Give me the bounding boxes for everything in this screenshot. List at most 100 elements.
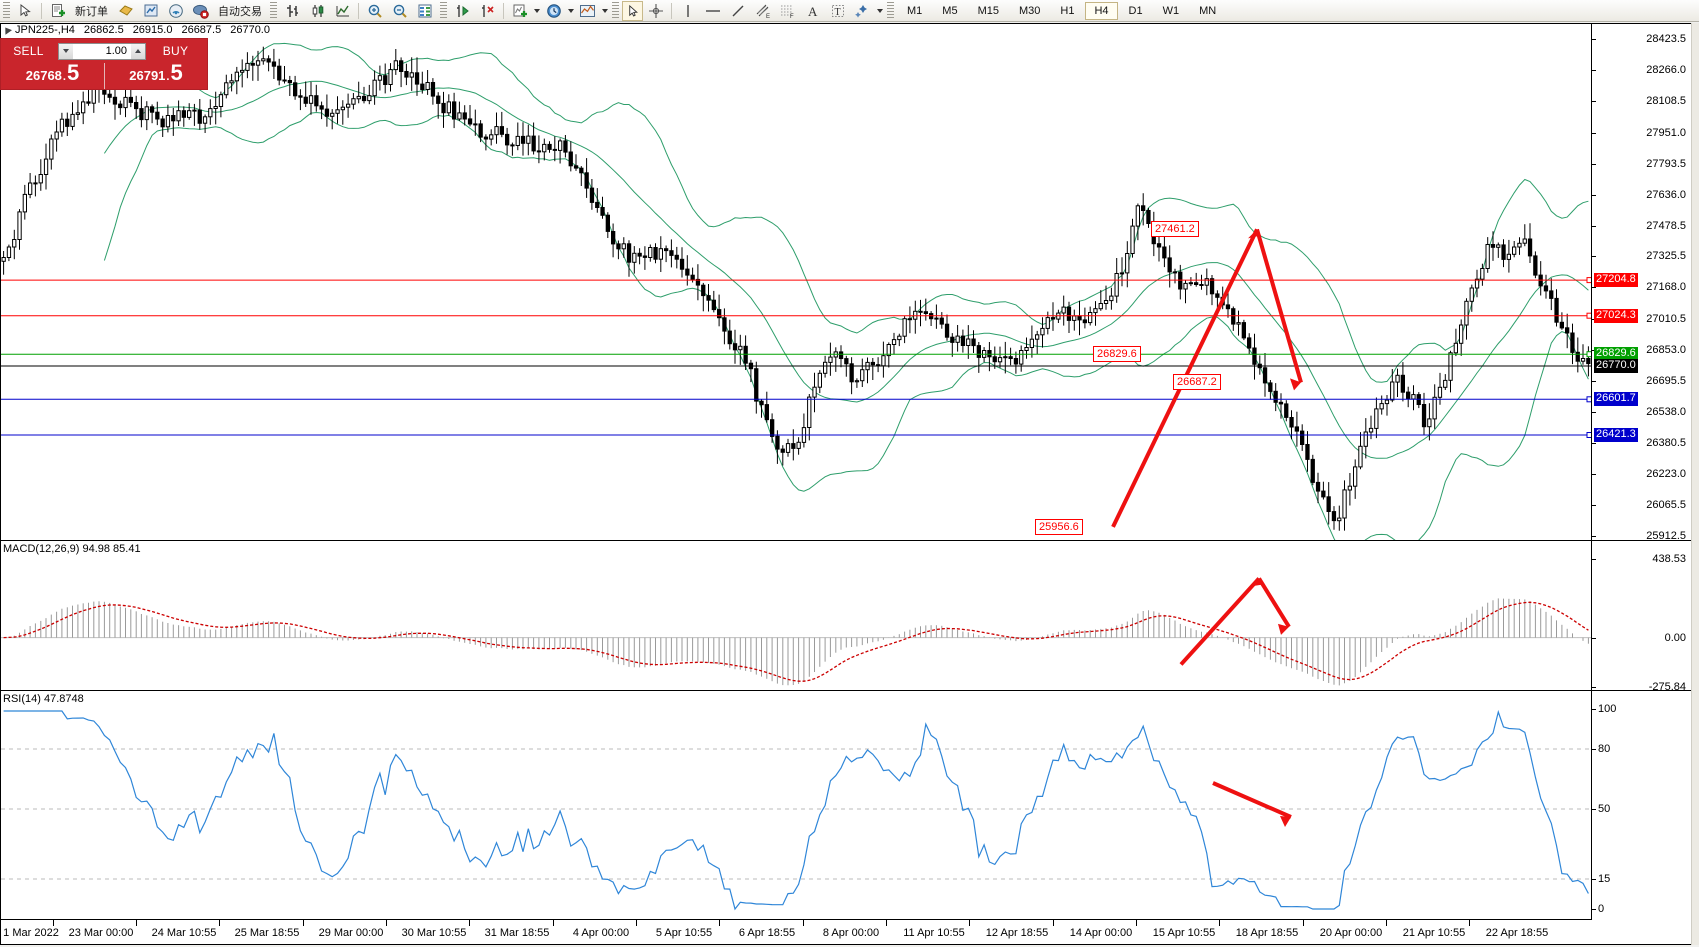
rsi-tick-label: 15	[1598, 873, 1611, 885]
one-click-trading-panel[interactable]: SELL 1.00 BUY 26768 . 5 26791 . 5	[0, 38, 208, 90]
price-level-tag[interactable]: 26829.6	[1594, 347, 1638, 362]
sell-price[interactable]: 26768 . 5	[1, 60, 104, 89]
bar-chart-icon[interactable]	[280, 1, 305, 21]
volume-decrease-icon[interactable]	[59, 43, 73, 59]
vertical-scrollbar[interactable]	[1691, 23, 1699, 945]
shapes-tool-icon[interactable]	[850, 1, 875, 21]
timeframe-d1[interactable]: D1	[1128, 4, 1143, 17]
rsi-tick-label: 100	[1598, 703, 1617, 715]
add-indicator-icon[interactable]	[507, 1, 532, 21]
candlestick-chart-icon[interactable]	[305, 1, 330, 21]
rsi-plot[interactable]	[1, 691, 1591, 920]
price-level-handle	[1586, 396, 1591, 403]
shift-chart-icon[interactable]	[450, 1, 475, 21]
sell-price-fraction: 5	[66, 60, 80, 85]
zoom-out-icon[interactable]	[387, 1, 412, 21]
time-tick-label: 12 Apr 18:55	[985, 927, 1049, 939]
price-level-tag[interactable]: 26601.7	[1594, 392, 1638, 407]
timeframe-m15[interactable]: M15	[977, 4, 999, 17]
toolbar-grip-2[interactable]	[270, 1, 277, 20]
timeframe-w1[interactable]: W1	[1162, 4, 1180, 17]
price-tick-label: 27010.5	[1646, 312, 1686, 325]
volume-increase-icon[interactable]	[131, 43, 145, 59]
zoom-in-icon[interactable]	[362, 1, 387, 21]
price-tick-label: 27636.0	[1646, 188, 1686, 201]
chart-annotation[interactable]: 25956.6	[1035, 519, 1083, 535]
price-plot[interactable]: 27461.2 26829.6 26687.2 25956.6	[1, 24, 1591, 540]
period-clock-icon[interactable]	[541, 1, 566, 21]
price-pane[interactable]: 27461.2 26829.6 26687.2 25956.6 28423.5 2826…	[1, 24, 1691, 542]
collapse-triangle-icon[interactable]	[2, 25, 12, 35]
toolbar-grip-3[interactable]	[440, 1, 447, 20]
timeframe-h4[interactable]: H4	[1085, 1, 1118, 20]
timeframe-m1[interactable]: M1	[907, 4, 923, 17]
price-axis[interactable]: 28423.5 28266.0 28108.5 27951.0 27793.5 27636…	[1591, 24, 1691, 542]
new-order-icon[interactable]	[45, 1, 70, 21]
cursor-tool-icon[interactable]	[13, 1, 38, 21]
signals-icon[interactable]	[163, 1, 188, 21]
price-level-tag[interactable]: 27204.8	[1594, 273, 1638, 288]
chart-container[interactable]: 27461.2 26829.6 26687.2 25956.6 28423.5 2826…	[0, 23, 1692, 945]
trendline-tool-icon[interactable]	[725, 1, 750, 21]
horizontal-line-tool-icon[interactable]	[700, 1, 725, 21]
line-chart-icon[interactable]	[330, 1, 355, 21]
macd-axis[interactable]: 438.53 0.00 -275.84	[1591, 541, 1691, 693]
auto-trading-label[interactable]: 自动交易	[218, 5, 262, 18]
equidistant-channel-tool-icon[interactable]: E	[750, 1, 775, 21]
macd-chart-svg	[1, 577, 1591, 686]
auto-trading-icon[interactable]	[188, 1, 213, 21]
volume-value[interactable]: 1.00	[105, 44, 127, 57]
sell-button[interactable]: SELL	[13, 44, 44, 58]
time-tick-label: 23 Mar 00:00	[68, 927, 134, 939]
macd-tick-label: 0.00	[1664, 631, 1686, 644]
shapes-dropdown-icon[interactable]	[875, 1, 884, 21]
fibonacci-tool-icon[interactable]: F	[775, 1, 800, 21]
toolbar-grip-4[interactable]	[612, 1, 619, 20]
timeframe-m5[interactable]: M5	[942, 4, 958, 17]
macd-label: MACD(12,26,9) 94.98 85.41	[3, 543, 141, 555]
price-level-tag[interactable]: 26770.0	[1594, 359, 1638, 373]
rsi-line	[3, 709, 1589, 911]
crosshair-tool-icon[interactable]	[643, 1, 668, 21]
period-dropdown-icon[interactable]	[566, 1, 575, 21]
price-level-tag[interactable]: 27024.3	[1594, 308, 1638, 323]
terminal-icon[interactable]	[138, 1, 163, 21]
bollinger-lower-band	[103, 111, 1589, 540]
toolbar-grip-5[interactable]	[887, 1, 894, 20]
macd-pane[interactable]: MACD(12,26,9) 94.98 85.41 438.53 0.00 -275…	[1, 540, 1691, 693]
timeframe-m30[interactable]: M30	[1018, 4, 1041, 17]
price-tick-label: 26538.0	[1646, 405, 1686, 418]
new-order-label[interactable]: 新订单	[75, 5, 108, 18]
price-level-handle	[1586, 312, 1591, 319]
text-label-tool-icon[interactable]: T	[825, 1, 850, 21]
toolbar-grip[interactable]	[3, 1, 10, 20]
chart-annotation[interactable]: 27461.2	[1151, 221, 1199, 237]
price-tick-label: 27793.5	[1646, 157, 1686, 170]
sell-price-dot: .	[62, 71, 66, 83]
chart-annotation[interactable]: 26829.6	[1093, 346, 1141, 362]
auto-scroll-icon[interactable]	[475, 1, 500, 21]
buy-button[interactable]: BUY	[162, 44, 189, 58]
rsi-axis[interactable]: 100 80 50 15 0	[1591, 691, 1691, 920]
price-tick-label: 26380.5	[1646, 437, 1686, 449]
templates-dropdown-icon[interactable]	[600, 1, 609, 21]
add-indicator-dropdown-icon[interactable]	[532, 1, 541, 21]
buy-price[interactable]: 26791 . 5	[104, 62, 207, 89]
text-tool-icon[interactable]: A	[800, 1, 825, 21]
data-window-icon[interactable]	[412, 1, 437, 21]
volume-stepper[interactable]: 1.00	[58, 42, 146, 60]
timeframe-h1[interactable]: H1	[1060, 4, 1075, 17]
timeframe-bar: M1 M5 M15 M30 H1 H4 D1 W1 MN	[897, 1, 1226, 20]
rsi-pane[interactable]: RSI(14) 47.8748 100 80 50 15 0	[1, 690, 1691, 920]
chart-annotation[interactable]: 26687.2	[1173, 374, 1221, 390]
vertical-line-tool-icon[interactable]	[675, 1, 700, 21]
time-axis[interactable]: 1 Mar 2022 23 Mar 00:00 24 Mar 10:55 25 Mar…	[1, 919, 1591, 944]
macd-plot[interactable]	[1, 541, 1591, 690]
time-tick-label: 25 Mar 18:55	[234, 927, 300, 939]
pending-order-icon[interactable]	[113, 1, 138, 21]
pointer-tool-icon[interactable]	[622, 0, 643, 21]
ohlc-close: 26770.0	[230, 24, 270, 36]
templates-icon[interactable]	[575, 1, 600, 21]
timeframe-mn[interactable]: MN	[1199, 4, 1217, 17]
price-level-tag[interactable]: 26421.3	[1594, 428, 1638, 442]
